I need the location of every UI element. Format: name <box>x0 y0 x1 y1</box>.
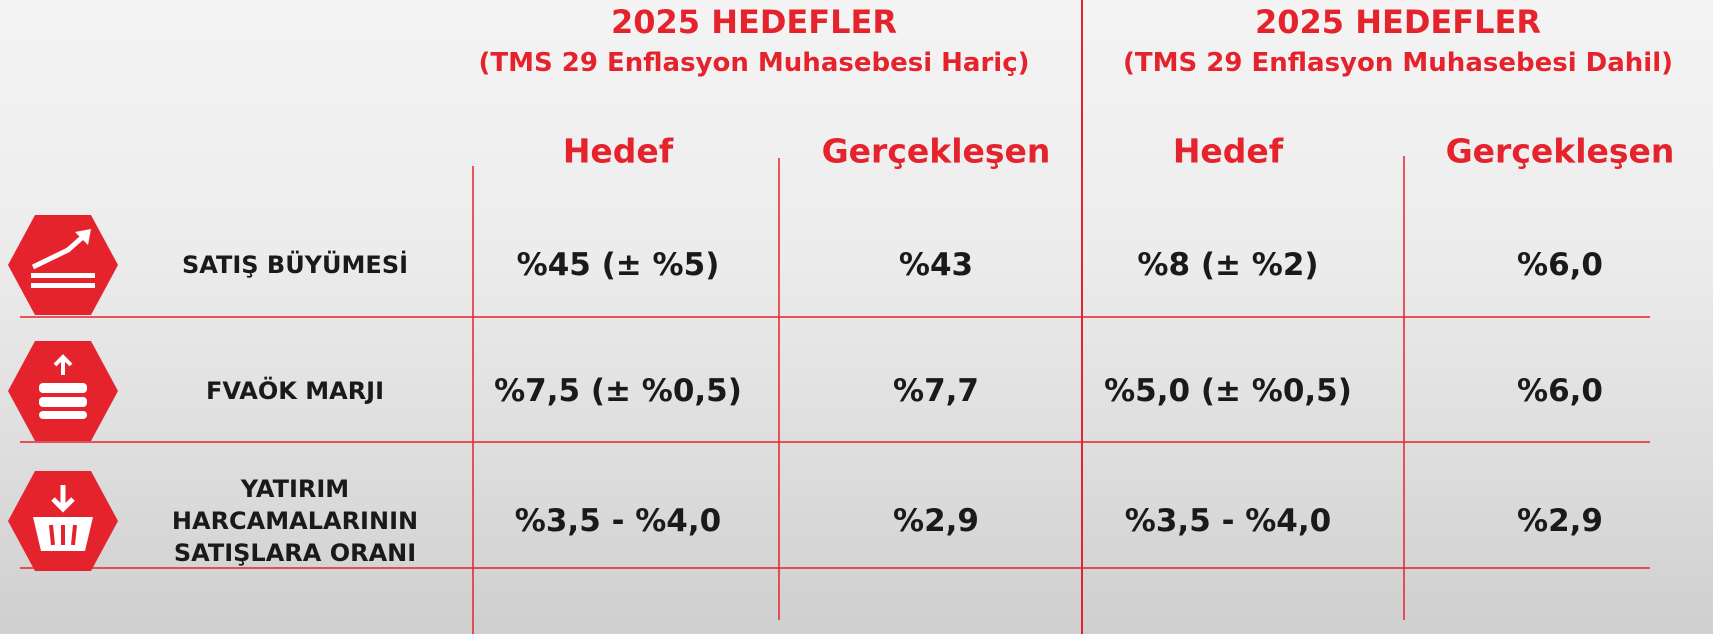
column-header: Hedef <box>1172 131 1284 171</box>
cell-value: %3,5 - %4,0 <box>514 503 722 539</box>
cell-value: %2,9 <box>893 503 979 539</box>
cell-value: %6,0 <box>1517 247 1603 283</box>
group-title: 2025 HEDEFLER <box>1254 3 1542 41</box>
row-label: HARCAMALARININ <box>171 507 419 535</box>
cell-value: %6,0 <box>1517 373 1603 409</box>
cell-value: %2,9 <box>1517 503 1603 539</box>
group-subtitle: (TMS 29 Enflasyon Muhasebesi Dahil) <box>1122 48 1674 78</box>
cell-value: %7,5 (± %0,5) <box>494 373 742 409</box>
cell-value: %45 (± %5) <box>516 247 720 283</box>
row-label: SATIŞLARA ORANI <box>173 539 417 567</box>
column-header: Gerçekleşen <box>1445 131 1675 171</box>
group-subtitle: (TMS 29 Enflasyon Muhasebesi Hariç) <box>478 48 1030 78</box>
row-label: SATIŞ BÜYÜMESİ <box>181 251 409 279</box>
icon-margin <box>8 341 118 441</box>
column-header: Hedef <box>562 131 674 171</box>
cell-value: %43 <box>898 247 974 283</box>
cell-value: %5,0 (± %0,5) <box>1104 373 1352 409</box>
icon-growth <box>8 215 118 315</box>
column-header: Gerçekleşen <box>821 131 1051 171</box>
icon-basket <box>8 471 118 571</box>
cell-value: %8 (± %2) <box>1137 247 1319 283</box>
group-title: 2025 HEDEFLER <box>610 3 898 41</box>
cell-value: %3,5 - %4,0 <box>1124 503 1332 539</box>
row-label: YATIRIM <box>240 475 350 503</box>
row-label: FVAÖK MARJI <box>205 377 385 405</box>
cell-value: %7,7 <box>893 373 979 409</box>
